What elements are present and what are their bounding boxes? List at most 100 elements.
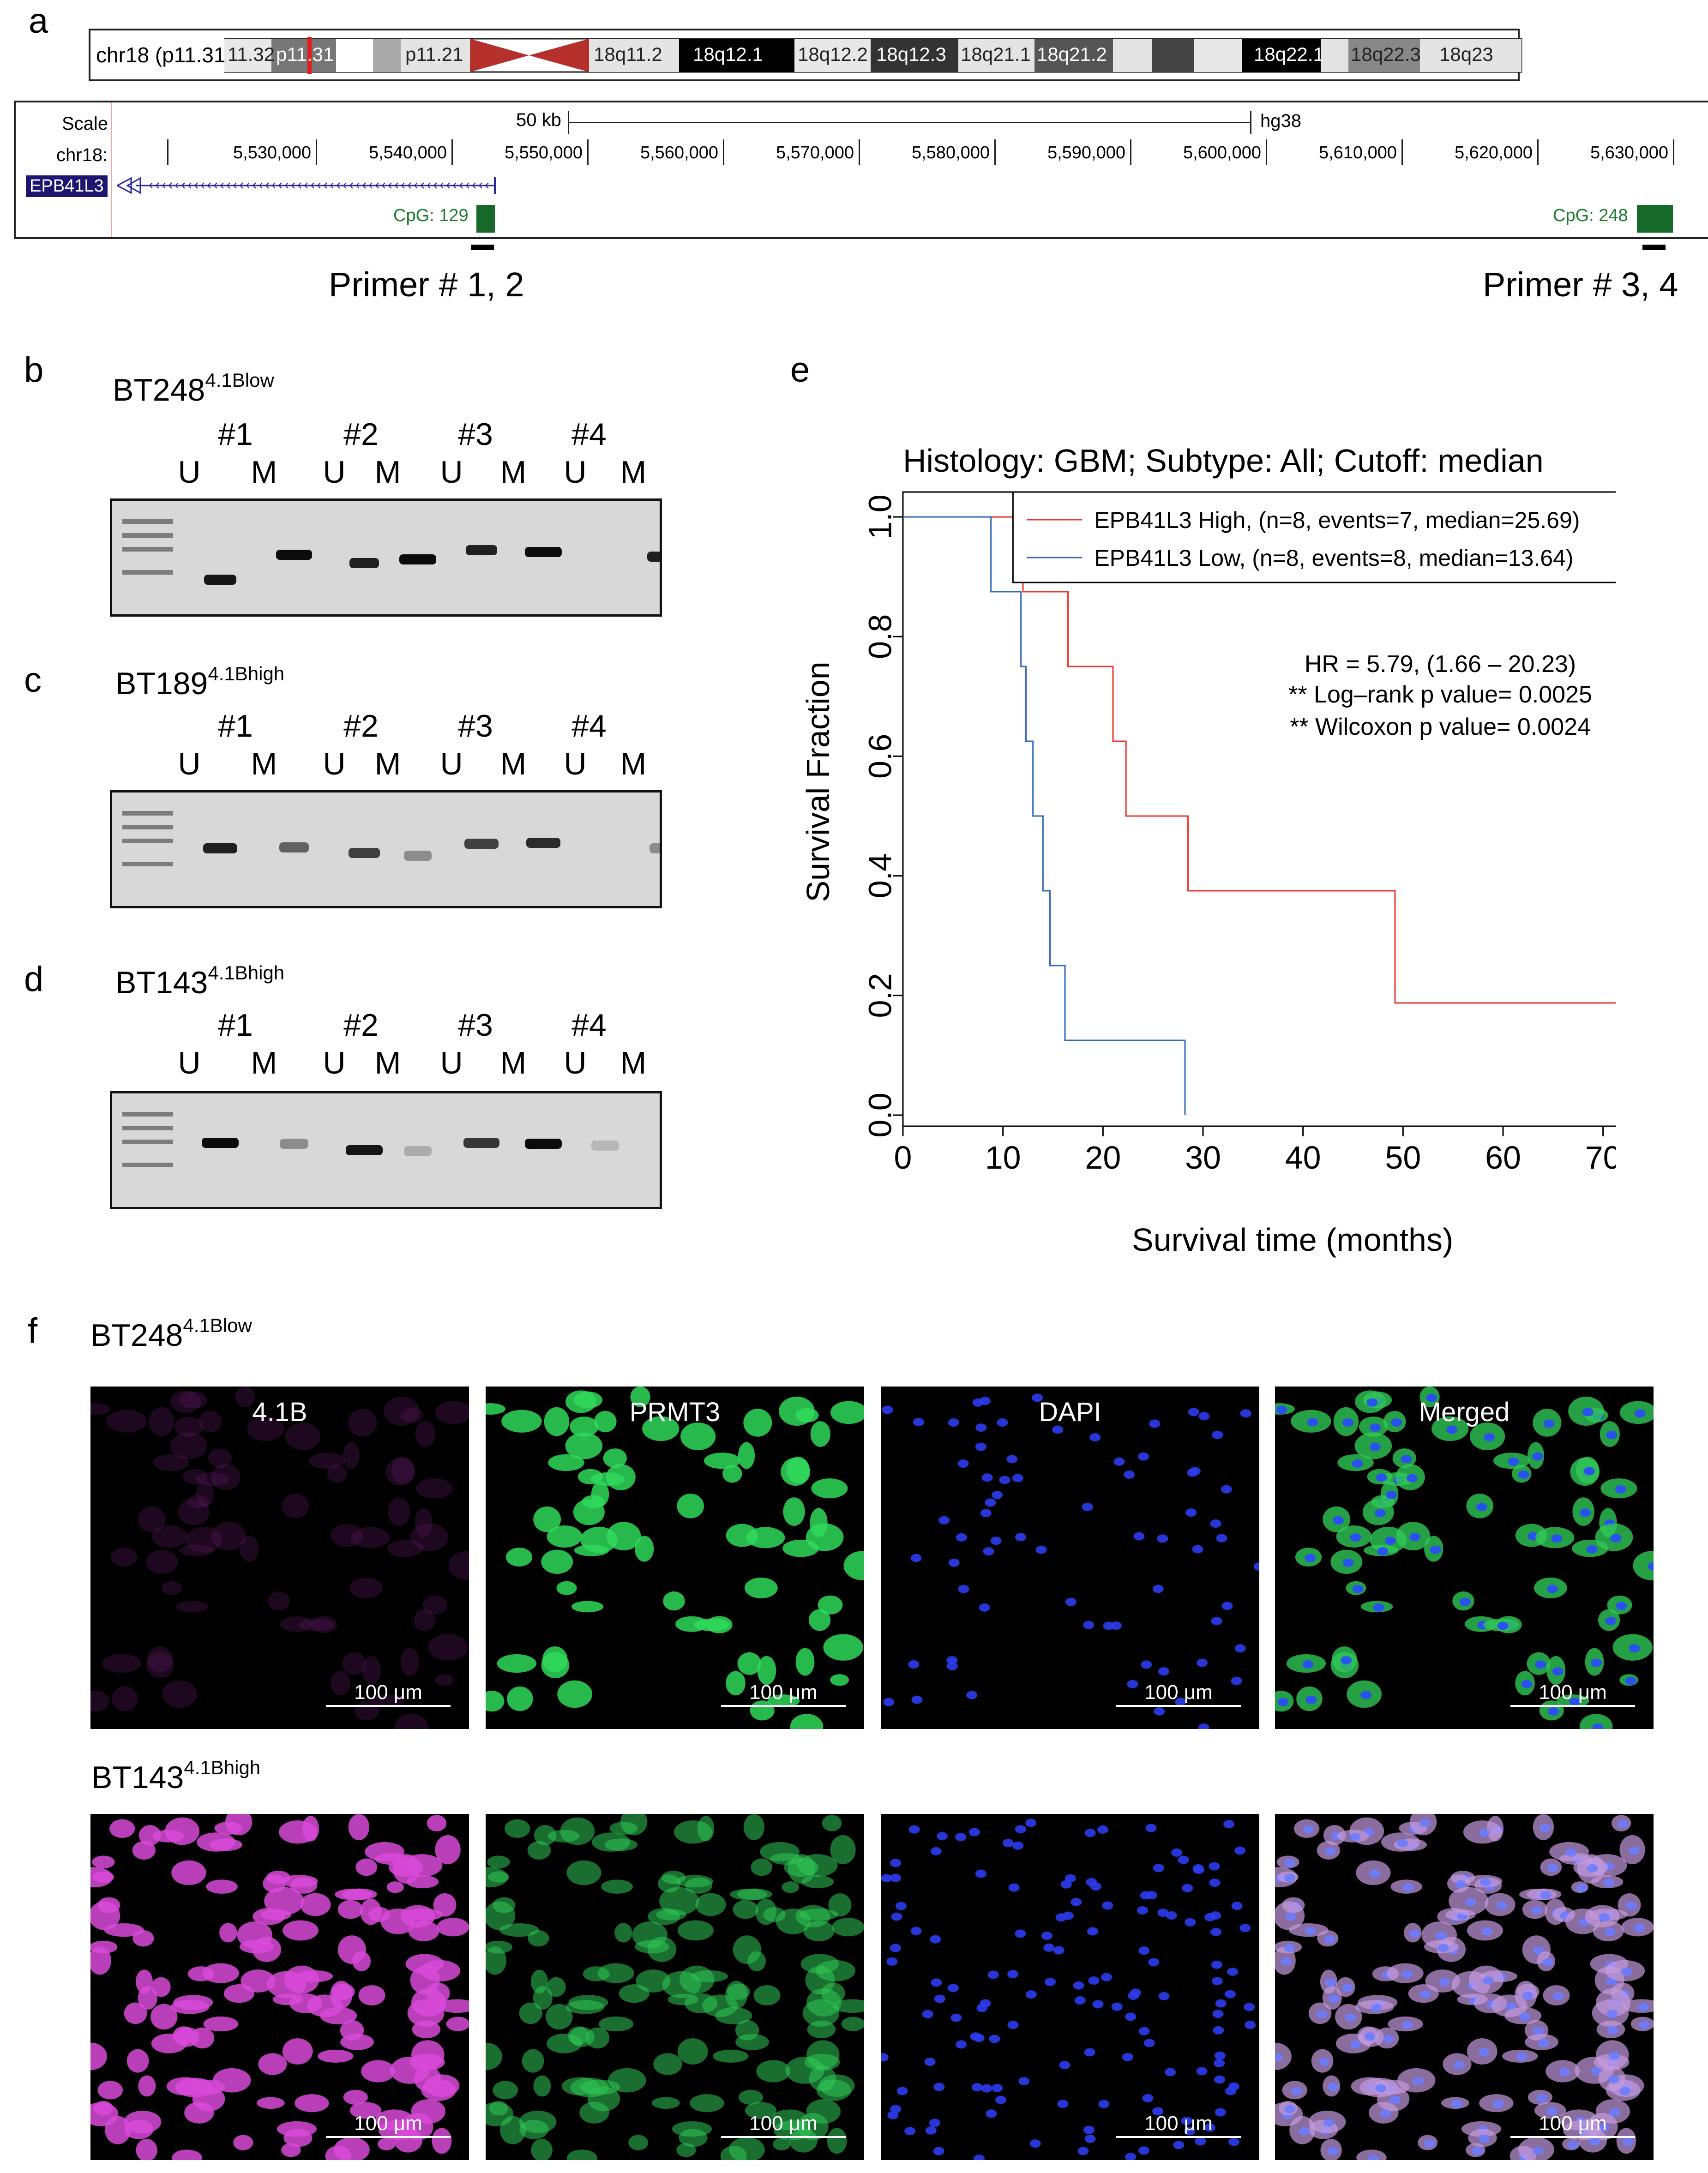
panel-label-f: f bbox=[28, 1311, 38, 1351]
lane-label-methylated: M bbox=[500, 1045, 527, 1080]
coordinate-tick-label: 5,590,000 bbox=[1047, 143, 1125, 162]
micro-image bbox=[882, 1393, 1259, 1729]
scale-bar-label: 100 μm bbox=[1539, 2112, 1607, 2135]
scale-bar bbox=[1116, 2136, 1241, 2138]
y-tick-label: 0.4 bbox=[862, 853, 898, 898]
primer-pair-header: #4 bbox=[571, 1008, 607, 1043]
primer-pair-header: #2 bbox=[343, 708, 379, 744]
ideogram-label: chr18 (p11.31) bbox=[96, 43, 233, 67]
coordinate-tick-label: 5,620,000 bbox=[1454, 143, 1533, 162]
ladder-lane bbox=[122, 519, 173, 575]
lane-label-unmethylated: U bbox=[178, 455, 201, 490]
legend-entry: EPB41L3 Low, (n=8, events=8, median=13.6… bbox=[1094, 545, 1573, 571]
gel-band bbox=[204, 575, 236, 585]
coordinate-tick-label: 5,530,000 bbox=[233, 143, 311, 162]
gel-title-b: BT2484.1Blow bbox=[113, 369, 274, 408]
y-tick-label: 0.0 bbox=[862, 1093, 898, 1137]
channel-label: Merged bbox=[1419, 1397, 1510, 1427]
km-plot: 0 10 20 30 40 50 60 70 0.0 0.2 0.4 0.6 0.8 1.0 EPB41L3… bbox=[862, 491, 1616, 1176]
x-tick-label: 60 bbox=[1485, 1140, 1521, 1176]
primer-label-3-4: Primer # 3, 4 bbox=[1483, 265, 1678, 304]
gel-band bbox=[202, 1138, 239, 1148]
gel-band bbox=[346, 1145, 383, 1155]
band-label-10: 18q22.1 bbox=[1254, 43, 1324, 65]
primer-pair-header: #3 bbox=[458, 417, 493, 452]
gel-band bbox=[647, 552, 660, 562]
gel-band bbox=[404, 851, 432, 861]
coordinate-tick-mark bbox=[316, 139, 317, 165]
stats-annotation: ** Wilcoxon p value= 0.0024 bbox=[1290, 714, 1591, 740]
scale-bar bbox=[721, 2136, 846, 2138]
panel-label-a: a bbox=[29, 1, 48, 41]
gel-band bbox=[463, 1138, 499, 1148]
lane-label-unmethylated: U bbox=[323, 746, 346, 781]
stats-annotation: HR = 5.79, (1.66 – 20.23) bbox=[1305, 651, 1576, 678]
cpg-label-2: CpG: 248 bbox=[1553, 206, 1628, 225]
micro-image bbox=[486, 1814, 864, 2160]
gel-image-b bbox=[110, 498, 662, 617]
lane-label-unmethylated: U bbox=[440, 746, 463, 781]
band-label-5: 18q12.1 bbox=[693, 43, 763, 65]
legend-box bbox=[1012, 491, 1616, 583]
primer-pair-header: #1 bbox=[218, 417, 253, 452]
scale-bar bbox=[326, 1705, 451, 1707]
gel-band bbox=[404, 1146, 432, 1156]
lane-label-unmethylated: U bbox=[323, 455, 346, 490]
scale-bar bbox=[1510, 2136, 1635, 2138]
lane-label-methylated: M bbox=[500, 455, 527, 490]
scale-bar-label: 100 μm bbox=[749, 2112, 818, 2135]
primer-pair-header: #2 bbox=[343, 1008, 379, 1043]
gene-label: EPB41L3 bbox=[26, 175, 108, 197]
coordinate-tick-label: 5,600,000 bbox=[1183, 143, 1261, 162]
y-tick-label: 0.2 bbox=[862, 973, 898, 1018]
primer-marker-2 bbox=[1642, 245, 1666, 250]
scale-value: 50 kb bbox=[516, 110, 561, 130]
lane-label-methylated: M bbox=[251, 455, 277, 490]
primer-pair-header: #3 bbox=[458, 1008, 493, 1043]
micro-panel-row2-41b: 100 μm bbox=[90, 1814, 469, 2160]
primer-pair-header: #4 bbox=[571, 417, 607, 452]
primer-pair-header: #1 bbox=[218, 708, 253, 744]
chrom-label: chr18: bbox=[56, 145, 108, 165]
micro-panel-row1-41b: 4.1B 100 μm bbox=[90, 1387, 469, 1729]
micro-row2-title: BT1434.1Bhigh bbox=[91, 1757, 261, 1795]
x-axis-label: Survival time (months) bbox=[1132, 1222, 1454, 1258]
scale-bar-label: 100 μm bbox=[1144, 1681, 1213, 1704]
micro-image bbox=[486, 1387, 864, 1729]
gel-band bbox=[280, 1139, 308, 1149]
lane-label-unmethylated: U bbox=[564, 1045, 587, 1080]
x-tick-label: 30 bbox=[1185, 1140, 1221, 1176]
band-label-4: 18q11.2 bbox=[594, 43, 662, 65]
scale-bar-label: 100 μm bbox=[1539, 1681, 1607, 1704]
channel-label: PRMT3 bbox=[629, 1397, 721, 1427]
cpg-island-2 bbox=[1637, 205, 1673, 233]
coordinate-tick-mark bbox=[1673, 139, 1674, 165]
lane-label-methylated: M bbox=[251, 1045, 277, 1080]
channel-label: DAPI bbox=[1039, 1397, 1101, 1427]
gel-band bbox=[349, 558, 379, 568]
primer-pair-header: #3 bbox=[458, 708, 493, 744]
primer-marker-1 bbox=[471, 245, 494, 250]
band-label-6: 18q12.2 bbox=[798, 43, 868, 65]
coordinate-tick-mark bbox=[1130, 139, 1131, 165]
channel-label: 4.1B bbox=[252, 1397, 307, 1427]
km-curve-low bbox=[903, 516, 1186, 1115]
lane-label-unmethylated: U bbox=[178, 1045, 201, 1080]
lane-label-methylated: M bbox=[251, 746, 277, 781]
scale-bar-label: 100 μm bbox=[1144, 2112, 1213, 2135]
panel-label-d: d bbox=[24, 960, 44, 999]
legend-entry: EPB41L3 High, (n=8, events=7, median=25.… bbox=[1094, 507, 1580, 533]
stats-annotation: ** Log–rank p value= 0.0025 bbox=[1288, 681, 1592, 708]
micro-image bbox=[90, 1387, 469, 1729]
micro-panel-row1-merged: Merged 100 μm bbox=[1275, 1387, 1654, 1729]
micro-panel-row2-prmt3: 100 μm bbox=[486, 1814, 864, 2160]
gel-title-d: BT1434.1Bhigh bbox=[115, 962, 285, 1000]
micro-panel-row1-dapi: DAPI 100 μm bbox=[881, 1387, 1259, 1729]
x-tick-label: 0 bbox=[894, 1140, 912, 1176]
coordinate-tick-label: 5,570,000 bbox=[776, 143, 854, 162]
gel-band bbox=[276, 550, 312, 560]
band-label-12: 18q23 bbox=[1439, 43, 1493, 65]
coordinate-tick-mark bbox=[1266, 139, 1267, 165]
chromosome-ideogram: chr18 (p11.31) 11.32 p11.31 p11.21 18q11… bbox=[89, 29, 1522, 81]
coordinate-tick-mark bbox=[859, 139, 860, 165]
